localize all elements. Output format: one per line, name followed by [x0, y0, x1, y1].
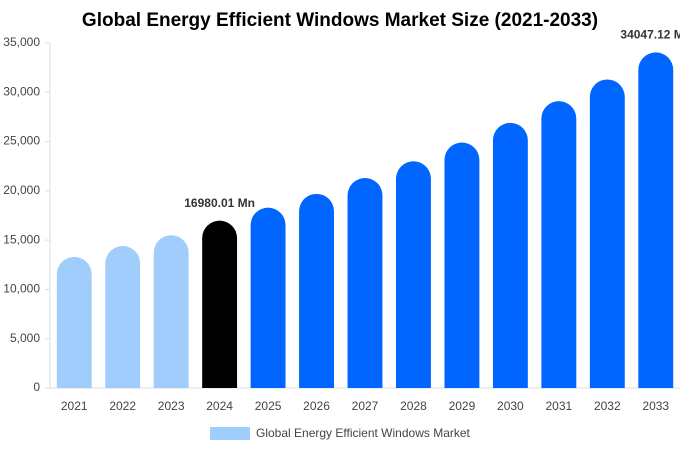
x-tick-label: 2033 — [642, 399, 669, 413]
x-tick-label: 2032 — [594, 399, 621, 413]
bar — [56, 256, 92, 388]
x-tick-label: 2029 — [449, 399, 476, 413]
y-tick-label: 20,000 — [3, 183, 40, 197]
value-label: 34047.12 Mn — [620, 28, 680, 42]
y-tick-label: 5,000 — [10, 331, 40, 345]
y-tick-label: 0 — [33, 380, 40, 394]
bar — [250, 207, 286, 388]
bar — [105, 246, 141, 388]
bar — [589, 79, 625, 389]
value-label: 16980.01 Mn — [184, 196, 255, 210]
bar — [444, 142, 480, 388]
x-tick-label: 2023 — [158, 399, 185, 413]
x-tick-label: 2027 — [352, 399, 379, 413]
chart-title: Global Energy Efficient Windows Market S… — [82, 10, 598, 31]
legend-swatch — [210, 427, 250, 440]
bar — [541, 101, 577, 389]
y-tick-label: 35,000 — [3, 35, 40, 49]
y-tick-label: 25,000 — [3, 134, 40, 148]
x-tick-label: 2026 — [303, 399, 330, 413]
bar — [153, 235, 189, 388]
bar — [202, 220, 238, 388]
x-tick-label: 2028 — [400, 399, 427, 413]
x-tick-label: 2025 — [255, 399, 282, 413]
y-tick-label: 30,000 — [3, 84, 40, 98]
y-tick-label: 10,000 — [3, 282, 40, 296]
y-tick-label: 15,000 — [3, 232, 40, 246]
legend-label: Global Energy Efficient Windows Market — [256, 426, 471, 440]
bar — [347, 178, 383, 388]
bar — [299, 193, 334, 388]
x-tick-label: 2031 — [545, 399, 572, 413]
bar — [396, 161, 431, 388]
x-tick-label: 2021 — [61, 399, 88, 413]
x-tick-label: 2022 — [109, 399, 136, 413]
x-tick-label: 2024 — [206, 399, 233, 413]
x-tick-label: 2030 — [497, 399, 524, 413]
bar — [638, 52, 674, 388]
bar — [492, 122, 528, 389]
